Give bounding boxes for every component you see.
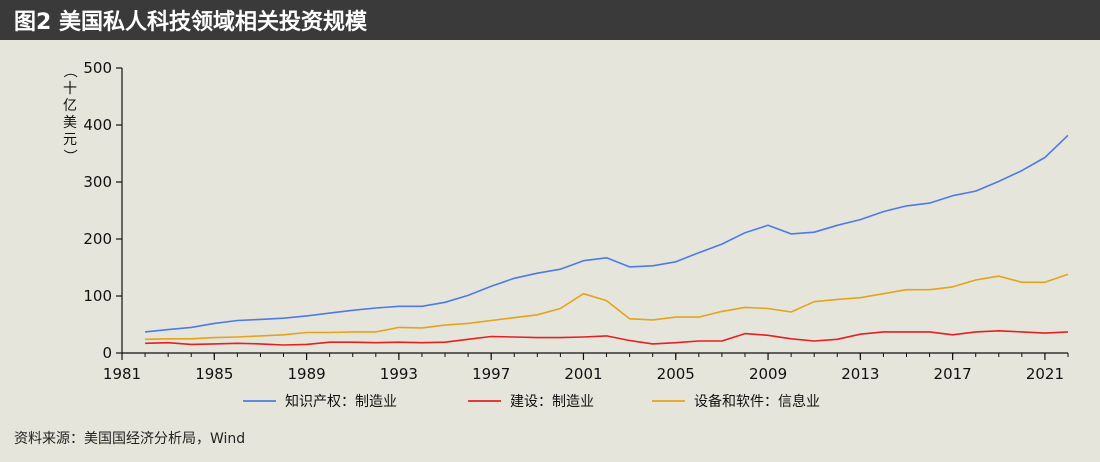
y-ticks: 0 100 200 300 400 500 — [83, 59, 122, 362]
series-line-2 — [145, 273, 1069, 341]
legend: 知识产权：制造业 建设：制造业 设备和软件：信息业 — [243, 393, 820, 410]
y-axis-label-char: 十 — [63, 81, 77, 97]
y-tick-label: 200 — [83, 230, 112, 248]
y-tick-label: 400 — [83, 116, 112, 134]
legend-label-0: 知识产权：制造业 — [285, 393, 397, 410]
y-axis-label-char: 亿 — [63, 98, 77, 114]
x-tick-label: 1985 — [195, 365, 233, 383]
x-tick-label: 2009 — [749, 365, 787, 383]
x-tick-label: 2005 — [657, 365, 695, 383]
x-tick-label: 2021 — [1026, 365, 1064, 383]
y-axis-label-char: ） — [61, 149, 77, 163]
series-line-1 — [145, 329, 1069, 346]
series-lines — [145, 134, 1069, 346]
chart-title: 图2 美国私人科技领域相关投资规模 — [0, 0, 1100, 40]
axes — [121, 68, 1068, 354]
x-tick-label: 1993 — [380, 365, 418, 383]
y-tick-label: 300 — [83, 173, 112, 191]
series-line-0 — [145, 134, 1069, 333]
y-axis-label-char: 元 — [63, 132, 77, 148]
x-tick-label: 2013 — [841, 365, 879, 383]
y-tick-label: 100 — [83, 287, 112, 305]
source-note: 资料来源：美国国经济分析局，Wind — [14, 431, 246, 447]
x-ticks: 1981 1985 1989 1993 1997 2001 2005 2009 2013 2017… — [103, 353, 1069, 383]
x-tick-label: 2017 — [934, 365, 972, 383]
legend-label-1: 建设：制造业 — [510, 394, 594, 410]
x-tick-label: 1989 — [287, 365, 325, 383]
y-axis-label-char: 美 — [63, 115, 77, 131]
x-tick-label: 1981 — [103, 365, 141, 383]
legend-label-2: 设备和软件：信息业 — [694, 393, 820, 410]
y-tick-label: 0 — [102, 344, 112, 362]
x-tick-label: 2001 — [564, 365, 602, 383]
y-tick-label: 500 — [83, 59, 112, 77]
y-axis-label-char: （ — [61, 64, 77, 78]
x-tick-label: 1997 — [472, 365, 510, 383]
